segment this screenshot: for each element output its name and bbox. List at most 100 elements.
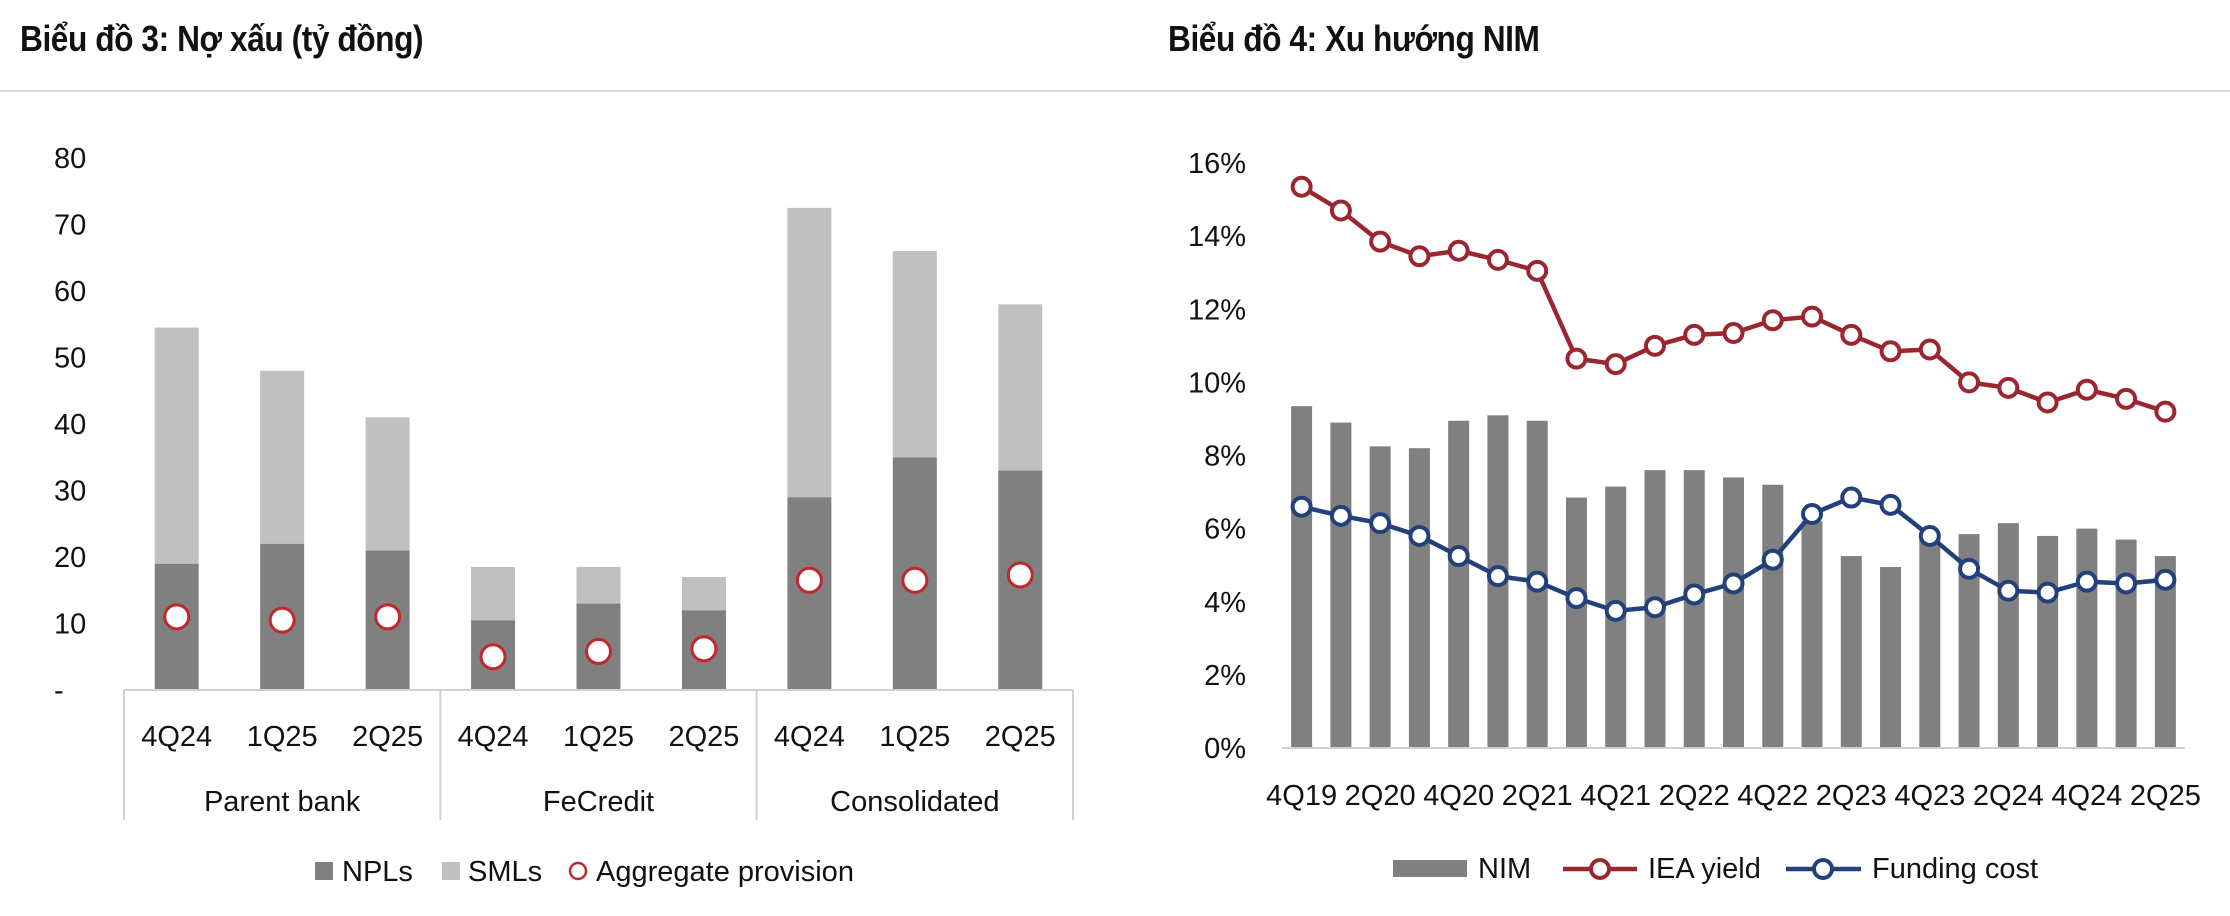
nim-bar <box>2154 556 2176 748</box>
iea-yield-point <box>1486 248 1509 271</box>
y-tick-label: 60 <box>54 276 86 308</box>
x-tick-label: 2Q25 <box>2130 780 2201 812</box>
legend-provision-label: Aggregate provision <box>596 856 854 888</box>
nim-bar <box>1683 470 1705 748</box>
x-tick-label: 1Q25 <box>879 721 950 753</box>
sml-bar <box>787 207 832 498</box>
funding-cost-point <box>2075 570 2098 593</box>
legend-npl-label: NPLs <box>342 856 413 888</box>
iea-yield-point <box>1918 338 1941 361</box>
legend-funding-label: Funding cost <box>1872 853 2038 885</box>
provision-marker <box>690 635 718 663</box>
nim-bar <box>1723 477 1744 748</box>
iea-yield-point <box>1447 239 1470 262</box>
group-label: FeCredit <box>543 786 654 818</box>
iea-yield-point <box>2115 387 2138 410</box>
y-tick-label: 16% <box>1188 148 1246 180</box>
funding-cost-point <box>2115 572 2138 595</box>
nim-bar <box>1369 446 1391 748</box>
iea-yield-point <box>1879 340 1902 363</box>
sml-bar <box>681 576 726 611</box>
group-label: Consolidated <box>830 786 999 818</box>
x-tick-label: 4Q24 <box>774 721 845 753</box>
y-tick-label: 10% <box>1188 367 1246 399</box>
group-label: Parent bank <box>204 786 361 818</box>
y-tick-label: 2% <box>1204 660 1246 692</box>
x-tick-label: 2Q25 <box>668 721 739 753</box>
nim-bar <box>1565 497 1587 748</box>
iea-yield-point <box>1604 353 1627 376</box>
nim-bar <box>2037 535 2059 748</box>
x-tick-label: 1Q25 <box>247 721 318 753</box>
y-tick-label: 30 <box>54 476 86 508</box>
chart-4-title: Biểu đồ 4: Xu hướng NIM <box>1168 18 1540 59</box>
legend-nim-swatch <box>1393 860 1467 877</box>
x-tick-label: 4Q24 <box>458 721 529 753</box>
iea-yield-point <box>1565 347 1588 370</box>
legend-iea-label: IEA yield <box>1648 853 1761 885</box>
x-tick-label: 1Q25 <box>563 721 634 753</box>
x-tick-label: 4Q19 <box>1266 780 1337 812</box>
provision-marker <box>901 566 929 594</box>
nim-bar <box>1958 534 1980 748</box>
funding-cost-point <box>2154 568 2177 591</box>
iea-yield-point <box>1722 322 1745 345</box>
y-tick-label: 40 <box>54 409 86 441</box>
y-tick-label: 10 <box>54 609 86 641</box>
sml-bar <box>576 566 621 604</box>
iea-yield-point <box>1801 305 1824 328</box>
x-tick-label: 4Q23 <box>1894 780 1965 812</box>
nim-bar <box>1840 556 1862 748</box>
nim-bar <box>1408 448 1430 748</box>
npl-stacked-bar-chart: - 10 20 30 40 50 60 70 80 4Q24 1Q25 2Q25 4Q24 1Q25 2Q2… <box>54 143 1074 888</box>
funding-cost-point <box>1683 583 1706 606</box>
nim-bar <box>1919 535 1941 748</box>
sml-bar <box>260 370 305 544</box>
iea-yield-point <box>1329 199 1352 222</box>
funding-cost-point <box>1408 524 1431 547</box>
iea-yield-point <box>1643 334 1666 357</box>
y-tick-label: 6% <box>1204 514 1246 546</box>
iea-yield-point <box>1958 371 1981 394</box>
nim-bar <box>1762 484 1784 748</box>
y-tick-label: 70 <box>54 210 86 242</box>
funding-cost-point <box>1290 495 1313 518</box>
y-tick-label: 80 <box>54 143 86 175</box>
y-tick-label: 4% <box>1204 587 1246 619</box>
funding-cost-point <box>1879 493 1902 516</box>
provision-marker <box>163 603 191 631</box>
x-tick-label: 4Q20 <box>1423 780 1494 812</box>
nim-bar <box>1291 406 1313 748</box>
nim-bar <box>2115 539 2137 748</box>
iea-yield-point <box>1290 175 1313 198</box>
sml-bar <box>998 304 1043 471</box>
provision-marker <box>479 643 507 671</box>
iea-yield-point <box>1683 323 1706 346</box>
x-tick-label: 2Q25 <box>352 721 423 753</box>
y-tick-label: 14% <box>1188 221 1246 253</box>
funding-cost-point <box>1958 557 1981 580</box>
funding-cost-point <box>1526 570 1549 593</box>
legend-provision-marker <box>568 861 588 881</box>
nim-bar <box>1997 523 2019 748</box>
nim-bar <box>1448 420 1470 748</box>
iea-yield-point <box>1840 323 1863 346</box>
provision-marker <box>374 603 402 631</box>
x-tick-label: 4Q24 <box>141 721 212 753</box>
provision-marker <box>585 637 612 665</box>
funding-cost-point <box>1722 572 1745 595</box>
iea-yield-point <box>1408 245 1431 268</box>
x-tick-label: 4Q21 <box>1580 780 1651 812</box>
iea-yield-point <box>2036 391 2059 414</box>
x-tick-label: 2Q20 <box>1345 780 1416 812</box>
legend-npl-swatch <box>315 862 333 880</box>
nim-bar <box>1801 521 1823 748</box>
sml-bar <box>154 327 199 564</box>
iea-yield-line <box>1300 184 2167 414</box>
legend-nim-label: NIM <box>1478 853 1531 885</box>
nim-bar <box>1880 567 1902 748</box>
iea-yield-point <box>2154 400 2177 423</box>
funding-cost-point <box>1329 504 1352 527</box>
funding-cost-point <box>1565 587 1588 610</box>
